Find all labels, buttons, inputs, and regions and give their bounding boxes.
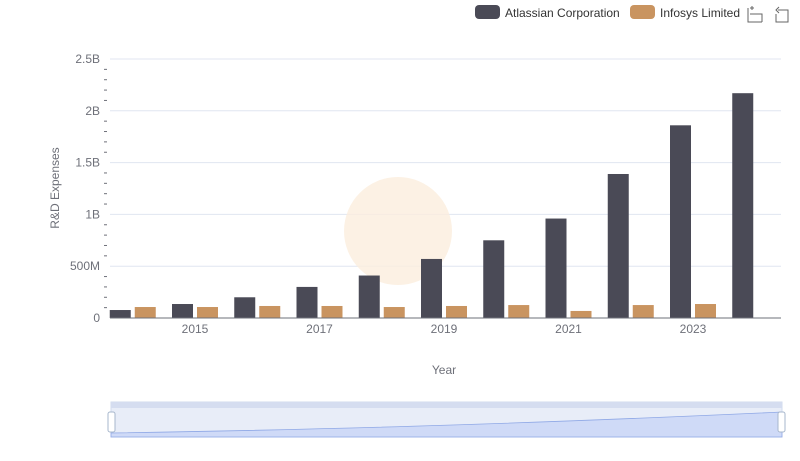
y-tick-label: 2.5B xyxy=(75,52,100,66)
y-tick-label: 500M xyxy=(70,259,100,273)
bar-infosys-limited-2018 xyxy=(383,307,405,318)
bar-atlassian-corporation-2018 xyxy=(358,275,380,318)
legend-swatch xyxy=(475,5,500,19)
bar-infosys-limited-2014 xyxy=(134,307,156,318)
x-tick-label: 2019 xyxy=(431,322,458,336)
x-tick-label: 2021 xyxy=(555,322,582,336)
bar-atlassian-corporation-2020 xyxy=(483,240,505,318)
legend-label: Infosys Limited xyxy=(660,6,740,20)
bar-infosys-limited-2015 xyxy=(197,307,218,318)
legend-label: Atlassian Corporation xyxy=(505,6,620,20)
y-tick-label: 2B xyxy=(85,104,100,118)
x-tick-label: 2017 xyxy=(306,322,333,336)
x-tick-label: 2015 xyxy=(182,322,209,336)
bar-atlassian-corporation-2016 xyxy=(234,297,256,318)
bar-atlassian-corporation-2015 xyxy=(172,304,193,318)
bar-infosys-limited-2021 xyxy=(570,310,592,318)
bar-infosys-limited-2017 xyxy=(321,305,343,318)
bar-atlassian-corporation-2024 xyxy=(732,93,754,318)
bar-infosys-limited-2019 xyxy=(446,305,467,318)
bar-atlassian-corporation-2023 xyxy=(670,125,691,318)
bar-atlassian-corporation-2022 xyxy=(607,173,629,318)
bar-atlassian-corporation-2021 xyxy=(545,218,567,318)
bar-infosys-limited-2023 xyxy=(695,304,716,318)
bar-infosys-limited-2016 xyxy=(259,305,281,318)
y-tick-label: 1.5B xyxy=(75,156,100,170)
bar-infosys-limited-2020 xyxy=(508,305,530,318)
bar-infosys-limited-2022 xyxy=(632,305,654,318)
y-axis-label: R&D Expenses xyxy=(48,147,62,228)
x-axis-label: Year xyxy=(432,363,456,377)
slider-handle-left[interactable] xyxy=(107,411,116,433)
slider-handle-right[interactable] xyxy=(777,411,786,433)
zoom-reset-icon[interactable] xyxy=(775,6,789,23)
legend-swatch xyxy=(630,5,655,19)
x-tick-label: 2023 xyxy=(680,322,707,336)
data-zoom-slider[interactable] xyxy=(107,401,786,438)
bar-atlassian-corporation-2017 xyxy=(296,286,318,318)
y-tick-label: 1B xyxy=(85,207,100,221)
watermark-logo xyxy=(344,177,452,285)
zoom-select-icon[interactable] xyxy=(747,6,763,23)
bar-atlassian-corporation-2019 xyxy=(421,258,442,318)
y-tick-label: 0 xyxy=(93,311,100,325)
bar-atlassian-corporation-2014 xyxy=(109,310,131,318)
